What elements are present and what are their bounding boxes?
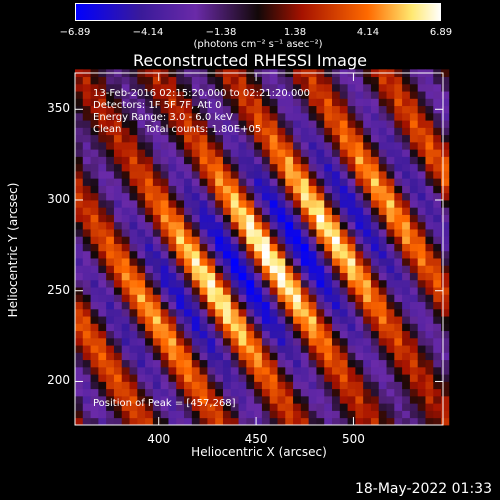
colorbar-tick-label: 6.89 xyxy=(429,27,453,38)
colorbar-tick-label: −6.89 xyxy=(59,27,91,38)
footer-timestamp: 18-May-2022 01:33 xyxy=(354,481,492,497)
colorbar-tick-label: −4.14 xyxy=(132,27,164,38)
y-tick-label: 350 xyxy=(47,101,70,116)
colorbar-tick-label: 4.14 xyxy=(356,27,380,38)
x-tick-label: 400 xyxy=(147,432,171,446)
colorbar-tick-label: 1.38 xyxy=(283,27,307,38)
peak-position-annotation: Position of Peak = [457,268] xyxy=(93,398,236,409)
energy-range-annotation: Energy Range: 3.0 - 6.0 keV xyxy=(93,112,233,123)
x-tick-label: 450 xyxy=(244,432,268,446)
chart-title: Reconstructed RHESSI Image xyxy=(133,51,367,70)
y-axis-label: Heliocentric Y (arcsec) xyxy=(6,182,20,318)
colorbar-frame xyxy=(75,3,441,21)
algorithm-annotation: Clean xyxy=(93,124,122,135)
colorbar-unit-label: (photons cm⁻² s⁻¹ asec⁻²) xyxy=(193,39,323,50)
heatmap-cells xyxy=(75,69,450,426)
y-tick-label: 200 xyxy=(47,373,70,388)
colorbar xyxy=(75,3,441,21)
detectors-annotation: Detectors: 1F 5F 7F, Att 0 xyxy=(93,100,222,111)
plot-frame xyxy=(74,72,444,426)
y-tick-label: 250 xyxy=(47,282,70,297)
x-tick-label: 500 xyxy=(341,432,365,446)
total-counts-annotation: Total counts: 1.80E+05 xyxy=(145,124,262,135)
y-tick-label: 300 xyxy=(47,192,70,206)
colorbar-tick-label: −1.38 xyxy=(205,27,237,38)
x-axis-label: Heliocentric X (arcsec) xyxy=(191,445,327,459)
time-range-annotation: 13-Feb-2016 02:15:20.000 to 02:21:20.000 xyxy=(93,88,311,99)
